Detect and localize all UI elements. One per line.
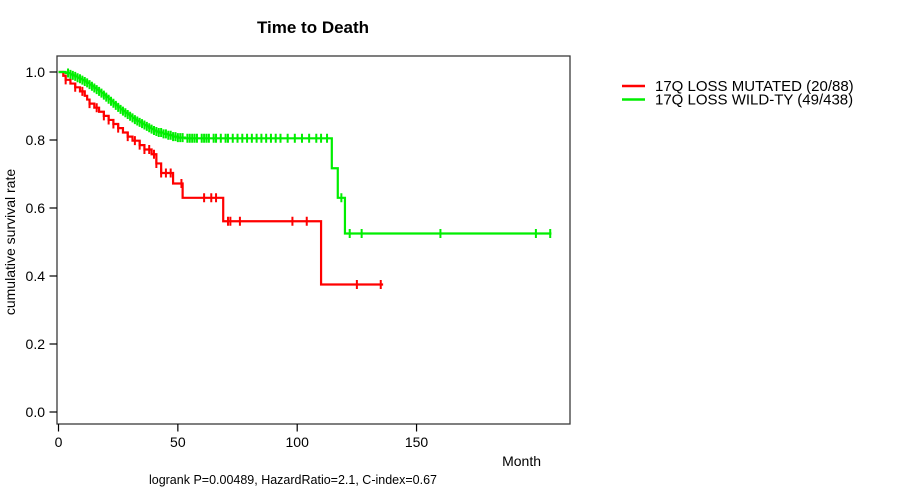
- x-tick-label: 150: [405, 434, 429, 450]
- y-tick-label: 0.2: [26, 336, 46, 352]
- plot-area: [58, 68, 552, 289]
- y-axis-title: cumulative survival rate: [2, 169, 18, 315]
- y-tick-label: 1.0: [26, 64, 46, 80]
- plot-box: [56, 55, 571, 425]
- survival-curve-mutated: [58, 70, 384, 286]
- x-axis-title: Month: [502, 453, 541, 469]
- legend: 17Q LOSS MUTATED (20/88) 17Q LOSS WILD-T…: [622, 78, 854, 109]
- y-tick-label: 0.0: [26, 404, 46, 420]
- legend-label-mutated: 17Q LOSS MUTATED (20/88): [655, 78, 854, 95]
- y-tick-label: 0.6: [26, 200, 46, 216]
- x-tick-label: 100: [286, 434, 310, 450]
- stats-caption: logrank P=0.00489, HazardRatio=2.1, C-in…: [149, 473, 437, 487]
- y-axis-tick-labels: 1.0 0.8 0.6 0.4 0.2 0.0: [26, 64, 46, 420]
- x-axis-ticks: [57, 424, 418, 432]
- x-axis-tick-labels: 0 50 100 150: [55, 434, 429, 450]
- y-axis-ticks: [49, 71, 57, 413]
- legend-label-wildtype: 17Q LOSS WILD-TY (49/438): [655, 92, 853, 109]
- x-tick-label: 50: [170, 434, 186, 450]
- censor-ticks-wildtype: [67, 68, 552, 238]
- survival-curve-wildtype: [58, 70, 552, 235]
- y-tick-label: 0.8: [26, 132, 46, 148]
- x-tick-label: 0: [55, 434, 63, 450]
- chart-title: Time to Death: [257, 18, 369, 37]
- y-tick-label: 0.4: [26, 268, 46, 284]
- censor-ticks-mutated: [64, 75, 382, 289]
